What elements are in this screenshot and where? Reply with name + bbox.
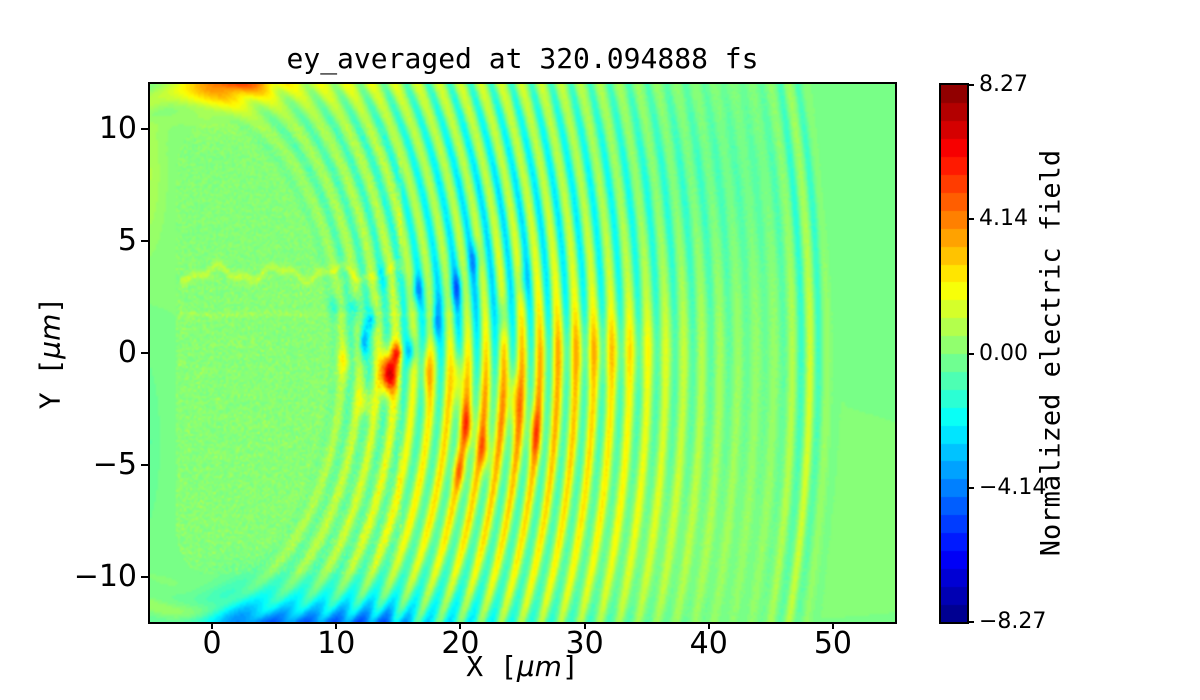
y-tick-label: −5	[92, 447, 137, 483]
x-axis-label-mu: μm	[516, 650, 562, 683]
x-axis-label: X [μm]	[150, 650, 895, 683]
colorbar-tick-label: −4.14	[979, 474, 1047, 500]
colorbar-tick-mark	[967, 621, 974, 623]
x-tick-label: 10	[317, 626, 356, 661]
y-tick-mark	[141, 127, 148, 130]
x-tick-label: 20	[441, 626, 480, 661]
y-tick-mark	[141, 576, 148, 579]
x-axis-label-prefix: X [	[466, 650, 517, 683]
x-axis-label-suffix: ]	[561, 650, 579, 683]
x-tick-mark	[831, 622, 834, 629]
colorbar-tick-mark	[967, 218, 974, 221]
colorbar-label: Normalized electric field	[1035, 149, 1067, 557]
y-tick-label: 0	[117, 335, 137, 370]
x-tick-label: 0	[202, 626, 222, 661]
y-axis-label: Y [μm]	[34, 297, 67, 410]
heatmap-canvas	[150, 84, 895, 622]
y-tick-mark	[141, 239, 148, 242]
x-tick-mark	[335, 622, 338, 629]
colorbar-tick-label: 0.00	[979, 340, 1028, 366]
plot-title: ey_averaged at 320.094888 fs	[286, 42, 759, 75]
colorbar-tick-mark	[967, 486, 974, 489]
x-tick-mark	[583, 622, 586, 629]
colorbar-tick-mark	[967, 84, 974, 86]
x-tick-mark	[211, 622, 214, 629]
x-tick-mark	[459, 622, 462, 629]
y-tick-label: 5	[117, 222, 137, 258]
y-tick-mark	[141, 464, 148, 467]
colorbar-tick-mark	[967, 352, 974, 355]
colorbar-tick-label: 8.27	[979, 72, 1028, 97]
y-tick-label: −10	[73, 559, 137, 595]
x-tick-label: 50	[813, 626, 852, 661]
y-tick-label: 10	[98, 110, 137, 146]
y-axis-label-prefix: Y [	[33, 358, 67, 410]
x-tick-label: 30	[565, 626, 604, 661]
x-tick-label: 40	[689, 626, 728, 661]
colorbar-canvas	[941, 85, 967, 622]
y-axis-label-mu: μm	[33, 313, 67, 359]
colorbar-tick-label: −8.27	[979, 609, 1047, 634]
colorbar-tick-label: 4.14	[979, 206, 1028, 232]
x-tick-mark	[707, 622, 710, 629]
y-tick-mark	[141, 352, 148, 354]
y-axis-label-suffix: ]	[33, 296, 67, 314]
